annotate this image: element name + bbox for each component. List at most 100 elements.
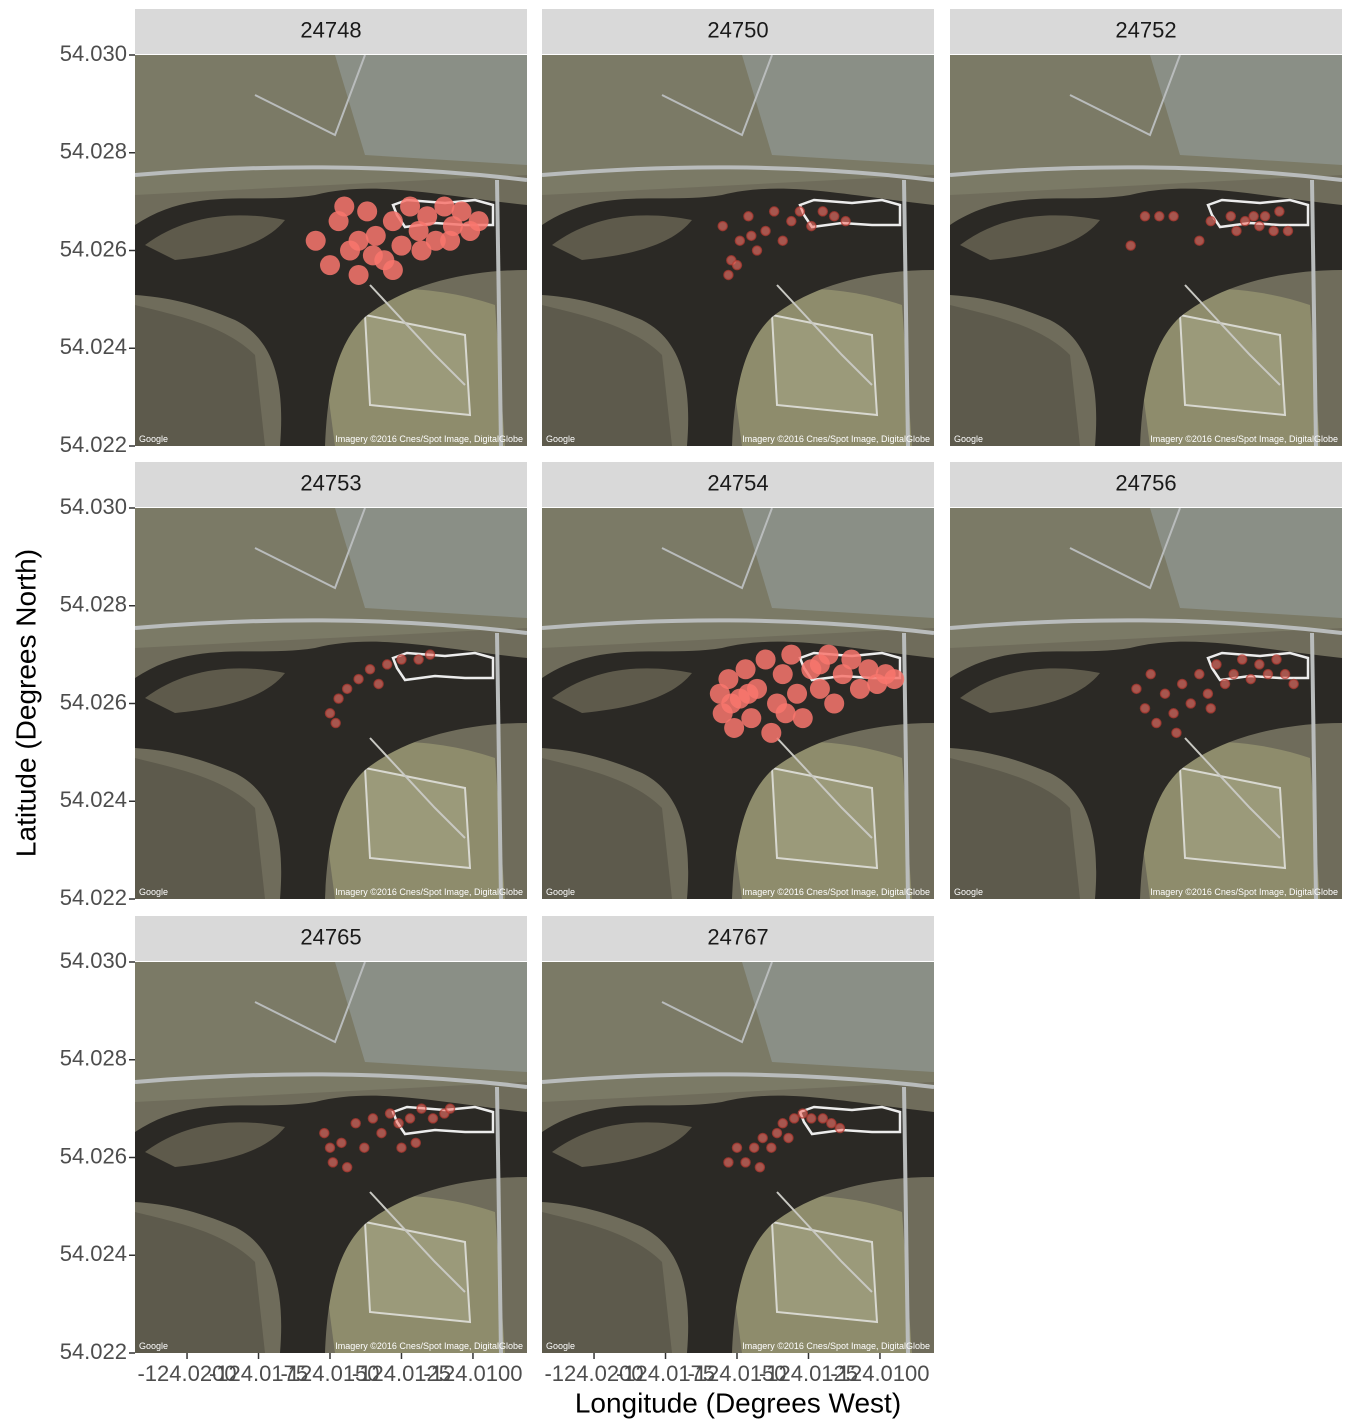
point [360,1143,369,1152]
strip-label: 24767 [707,924,768,949]
point [830,212,839,221]
point [770,207,779,216]
point [411,1138,420,1147]
y-tick-label: 54.030 [60,948,127,973]
point [320,255,340,275]
point [357,201,377,221]
point [374,679,383,688]
facet-panel: 24765GoogleImagery ©2016 Cnes/Spot Image… [60,916,527,1386]
point [781,645,801,665]
map-attribution: Google [139,434,168,444]
point [1289,679,1298,688]
point [736,659,756,679]
map-attribution: Google [546,1341,575,1351]
point [1261,212,1270,221]
point [827,1119,836,1128]
point [753,246,762,255]
map-attribution: Google [546,434,575,444]
imagery-credit: Imagery ©2016 Cnes/Spot Image, DigitalGl… [335,1341,523,1351]
satellite-map [542,962,934,1353]
point [778,236,787,245]
map-attribution: Google [954,887,983,897]
point [824,694,844,714]
point [1272,655,1281,664]
facet-panel: 24756GoogleImagery ©2016 Cnes/Spot Image… [950,462,1342,899]
point [784,1133,793,1142]
point [320,1129,329,1138]
point [325,1143,334,1152]
point [1126,241,1135,250]
point [383,260,403,280]
map-attribution: Google [546,887,575,897]
y-tick-label: 54.022 [60,885,127,910]
point [1263,670,1272,679]
point [732,1143,741,1152]
point [337,1138,346,1147]
point [1140,212,1149,221]
point [741,708,761,728]
facet-panel: 24750 Google Imagery ©2016 Cnes/Spot Image… [542,9,934,446]
y-tick-label: 54.030 [60,41,127,66]
point [1246,675,1255,684]
point [807,222,816,231]
point [440,231,460,251]
point [1132,684,1141,693]
point [1195,670,1204,679]
point [328,1158,337,1167]
point [331,719,340,728]
point [732,261,741,270]
point [1283,226,1292,235]
imagery-credit: Imagery ©2016 Cnes/Spot Image, DigitalGl… [1150,434,1338,444]
point [417,1104,426,1113]
point [756,650,776,670]
point [1238,655,1247,664]
facet-panel: 24748 Google Imagery ©2016 Cnes/Spot Image… [60,9,527,457]
point [306,231,326,251]
point [758,1133,767,1142]
point [1140,704,1149,713]
panels: 24748 Google Imagery ©2016 Cnes/Spot Image… [60,9,1342,1386]
point [343,684,352,693]
point [1269,226,1278,235]
point [735,236,744,245]
point [354,675,363,684]
point [1275,207,1284,216]
point [349,265,369,285]
x-tick-label: -124.0100 [830,1361,929,1386]
imagery-credit: Imagery ©2016 Cnes/Spot Image, DigitalGl… [742,434,930,444]
point [1255,660,1264,669]
point [428,1114,437,1123]
point [1212,660,1221,669]
y-tick-label: 54.026 [60,1143,127,1168]
strip-label: 24753 [300,470,361,495]
point [776,703,796,723]
imagery-credit: Imagery ©2016 Cnes/Spot Image, DigitalGl… [1150,887,1338,897]
point [349,231,369,251]
strip-label: 24750 [707,17,768,42]
point [767,1143,776,1152]
point [1152,719,1161,728]
point [761,723,781,743]
map-attribution: Google [954,434,983,444]
point [1146,670,1155,679]
point [1169,709,1178,718]
point [397,655,406,664]
satellite-map [135,55,527,446]
point [1169,212,1178,221]
point [747,231,756,240]
point [1255,222,1264,231]
strip-label: 24748 [300,17,361,42]
point [741,1158,750,1167]
y-tick-label: 54.024 [60,787,127,812]
point [411,241,431,261]
x-tick-label: -124.0100 [423,1361,522,1386]
imagery-credit: Imagery ©2016 Cnes/Spot Image, DigitalGl… [335,434,523,444]
point [343,1163,352,1172]
imagery-credit: Imagery ©2016 Cnes/Spot Image, DigitalGl… [742,1341,930,1351]
y-tick-label: 54.026 [60,689,127,714]
y-tick-label: 54.030 [60,494,127,519]
y-tick-label: 54.024 [60,334,127,359]
page: {"chart_data": { "type": "scatter", "x_l… [0,0,1348,1422]
